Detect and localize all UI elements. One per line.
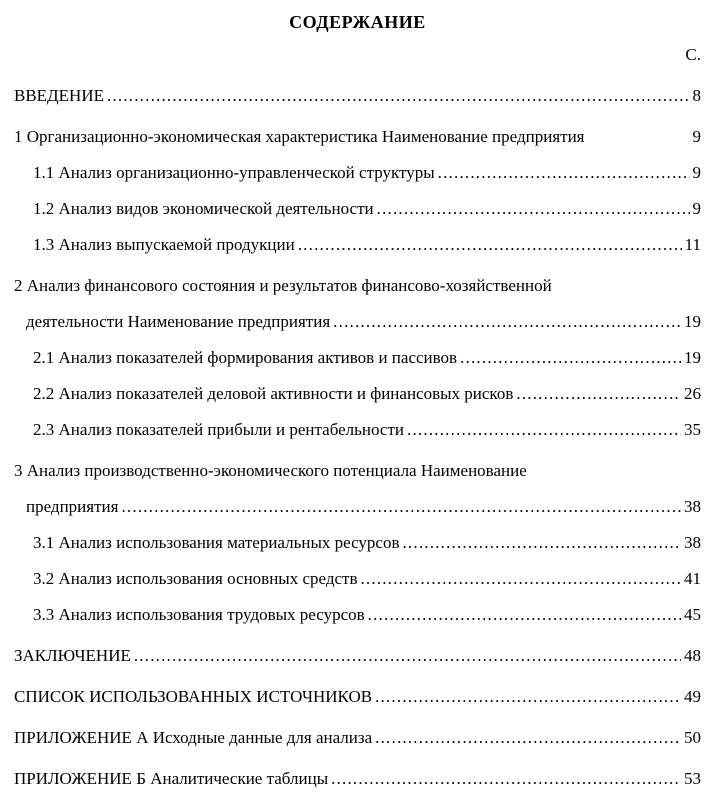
toc-entry-page: 9 bbox=[692, 199, 702, 218]
dot-leader bbox=[331, 761, 681, 797]
toc-entry-text: 2.2 Анализ показателей деловой активност… bbox=[33, 384, 514, 403]
toc-entry-page: 9 bbox=[692, 163, 702, 182]
page-title: СОДЕРЖАНИЕ bbox=[289, 12, 426, 32]
toc-entry-text: ПРИЛОЖЕНИЕ Б Аналитические таблицы bbox=[14, 769, 329, 788]
toc-entry: 2.1 Анализ показателей формирования акти… bbox=[14, 340, 701, 376]
dot-leader bbox=[107, 78, 690, 114]
toc-entry: ПРИЛОЖЕНИЕ Б Аналитические таблицы 53 bbox=[14, 761, 701, 797]
toc-entry: ЗАКЛЮЧЕНИЕ 48 bbox=[14, 638, 701, 674]
toc-entry-page: 49 bbox=[684, 687, 701, 706]
toc-entry-page: 35 bbox=[684, 420, 701, 439]
toc-entry-text: 2.3 Анализ показателей прибыли и рентабе… bbox=[33, 420, 405, 439]
dot-leader bbox=[460, 340, 681, 376]
toc-entry: СПИСОК ИСПОЛЬЗОВАННЫХ ИСТОЧНИКОВ 49 bbox=[14, 679, 701, 715]
toc-entry: 1.1 Анализ организационно-управленческой… bbox=[14, 155, 701, 191]
dot-leader bbox=[375, 720, 681, 756]
toc-entry-text: СПИСОК ИСПОЛЬЗОВАННЫХ ИСТОЧНИКОВ bbox=[14, 687, 373, 706]
dot-leader bbox=[368, 597, 681, 633]
toc-entry-text: 3.3 Анализ использования трудовых ресурс… bbox=[33, 605, 365, 624]
toc-entry-page: 41 bbox=[684, 569, 701, 588]
toc-entry-page: 19 bbox=[684, 312, 701, 331]
dot-leader bbox=[298, 227, 682, 263]
toc-entry-page: 26 bbox=[684, 384, 701, 403]
toc-entry-page: 8 bbox=[692, 86, 702, 105]
dot-leader bbox=[121, 489, 681, 525]
toc-entry-text: ПРИЛОЖЕНИЕ А Исходные данные для анализа bbox=[14, 728, 373, 747]
toc-entry: 1 Организационно-экономическая характери… bbox=[14, 119, 701, 155]
toc-entry: деятельности Наименование предприятия 19 bbox=[14, 304, 701, 340]
dot-leader bbox=[407, 412, 681, 448]
dot-leader bbox=[438, 155, 690, 191]
toc-entry-page: 45 bbox=[684, 605, 701, 624]
toc-entry: ПРИЛОЖЕНИЕ А Исходные данные для анализа… bbox=[14, 720, 701, 756]
table-of-contents: ВВЕДЕНИЕ 8 1 Организационно-экономическая … bbox=[14, 78, 701, 797]
toc-entry-page: 50 bbox=[684, 728, 701, 747]
toc-entry-text: 3.1 Анализ использования материальных ре… bbox=[33, 533, 400, 552]
toc-entry: ВВЕДЕНИЕ 8 bbox=[14, 78, 701, 114]
toc-entry-page: 48 bbox=[684, 646, 701, 665]
toc-entry-text: 1.1 Анализ организационно-управленческой… bbox=[33, 163, 435, 182]
toc-entry-text: ВВЕДЕНИЕ bbox=[14, 86, 104, 105]
toc-entry-text: 1.2 Анализ видов экономической деятельно… bbox=[33, 199, 374, 218]
toc-entry-text: 3 Анализ производственно-экономического … bbox=[14, 461, 527, 480]
toc-entry: 1.2 Анализ видов экономической деятельно… bbox=[14, 191, 701, 227]
toc-entry: 3.3 Анализ использования трудовых ресурс… bbox=[14, 597, 701, 633]
toc-entry: 2.3 Анализ показателей прибыли и рентабе… bbox=[14, 412, 701, 448]
toc-entry-text: 1.3 Анализ выпускаемой продукции bbox=[33, 235, 295, 254]
toc-entry-text: 1 Организационно-экономическая характери… bbox=[14, 127, 585, 146]
toc-entry-text: 3.2 Анализ использования основных средст… bbox=[33, 569, 358, 588]
toc-entry: предприятия 38 bbox=[14, 489, 701, 525]
toc-entry-text: ЗАКЛЮЧЕНИЕ bbox=[14, 646, 131, 665]
dot-leader bbox=[377, 191, 690, 227]
dot-leader bbox=[360, 561, 681, 597]
toc-entry-page: 38 bbox=[684, 533, 701, 552]
toc-entry: 3.1 Анализ использования материальных ре… bbox=[14, 525, 701, 561]
toc-entry-text: деятельности Наименование предприятия bbox=[26, 312, 331, 331]
toc-entry-text: 2 Анализ финансового состояния и результ… bbox=[14, 276, 552, 295]
toc-entry-page: 38 bbox=[684, 497, 701, 516]
toc-entry-text: предприятия bbox=[26, 497, 119, 516]
dot-leader bbox=[402, 525, 681, 561]
dot-leader bbox=[375, 679, 681, 715]
toc-entry: 2.2 Анализ показателей деловой активност… bbox=[14, 376, 701, 412]
toc-entry-page: 19 bbox=[684, 348, 701, 367]
toc-entry-text: 2.1 Анализ показателей формирования акти… bbox=[33, 348, 458, 367]
dot-leader bbox=[516, 376, 681, 412]
page-column-label: С. bbox=[685, 45, 701, 64]
toc-entry: 2 Анализ финансового состояния и результ… bbox=[14, 268, 701, 304]
toc-entry-page: 11 bbox=[684, 235, 701, 254]
toc-entry: 1.3 Анализ выпускаемой продукции 11 bbox=[14, 227, 701, 263]
toc-entry: 3.2 Анализ использования основных средст… bbox=[14, 561, 701, 597]
dot-leader bbox=[134, 638, 681, 674]
toc-entry-page: 9 bbox=[692, 127, 702, 146]
toc-entry-page: 53 bbox=[684, 769, 701, 788]
dot-leader bbox=[333, 304, 681, 340]
toc-entry: 3 Анализ производственно-экономического … bbox=[14, 453, 701, 489]
